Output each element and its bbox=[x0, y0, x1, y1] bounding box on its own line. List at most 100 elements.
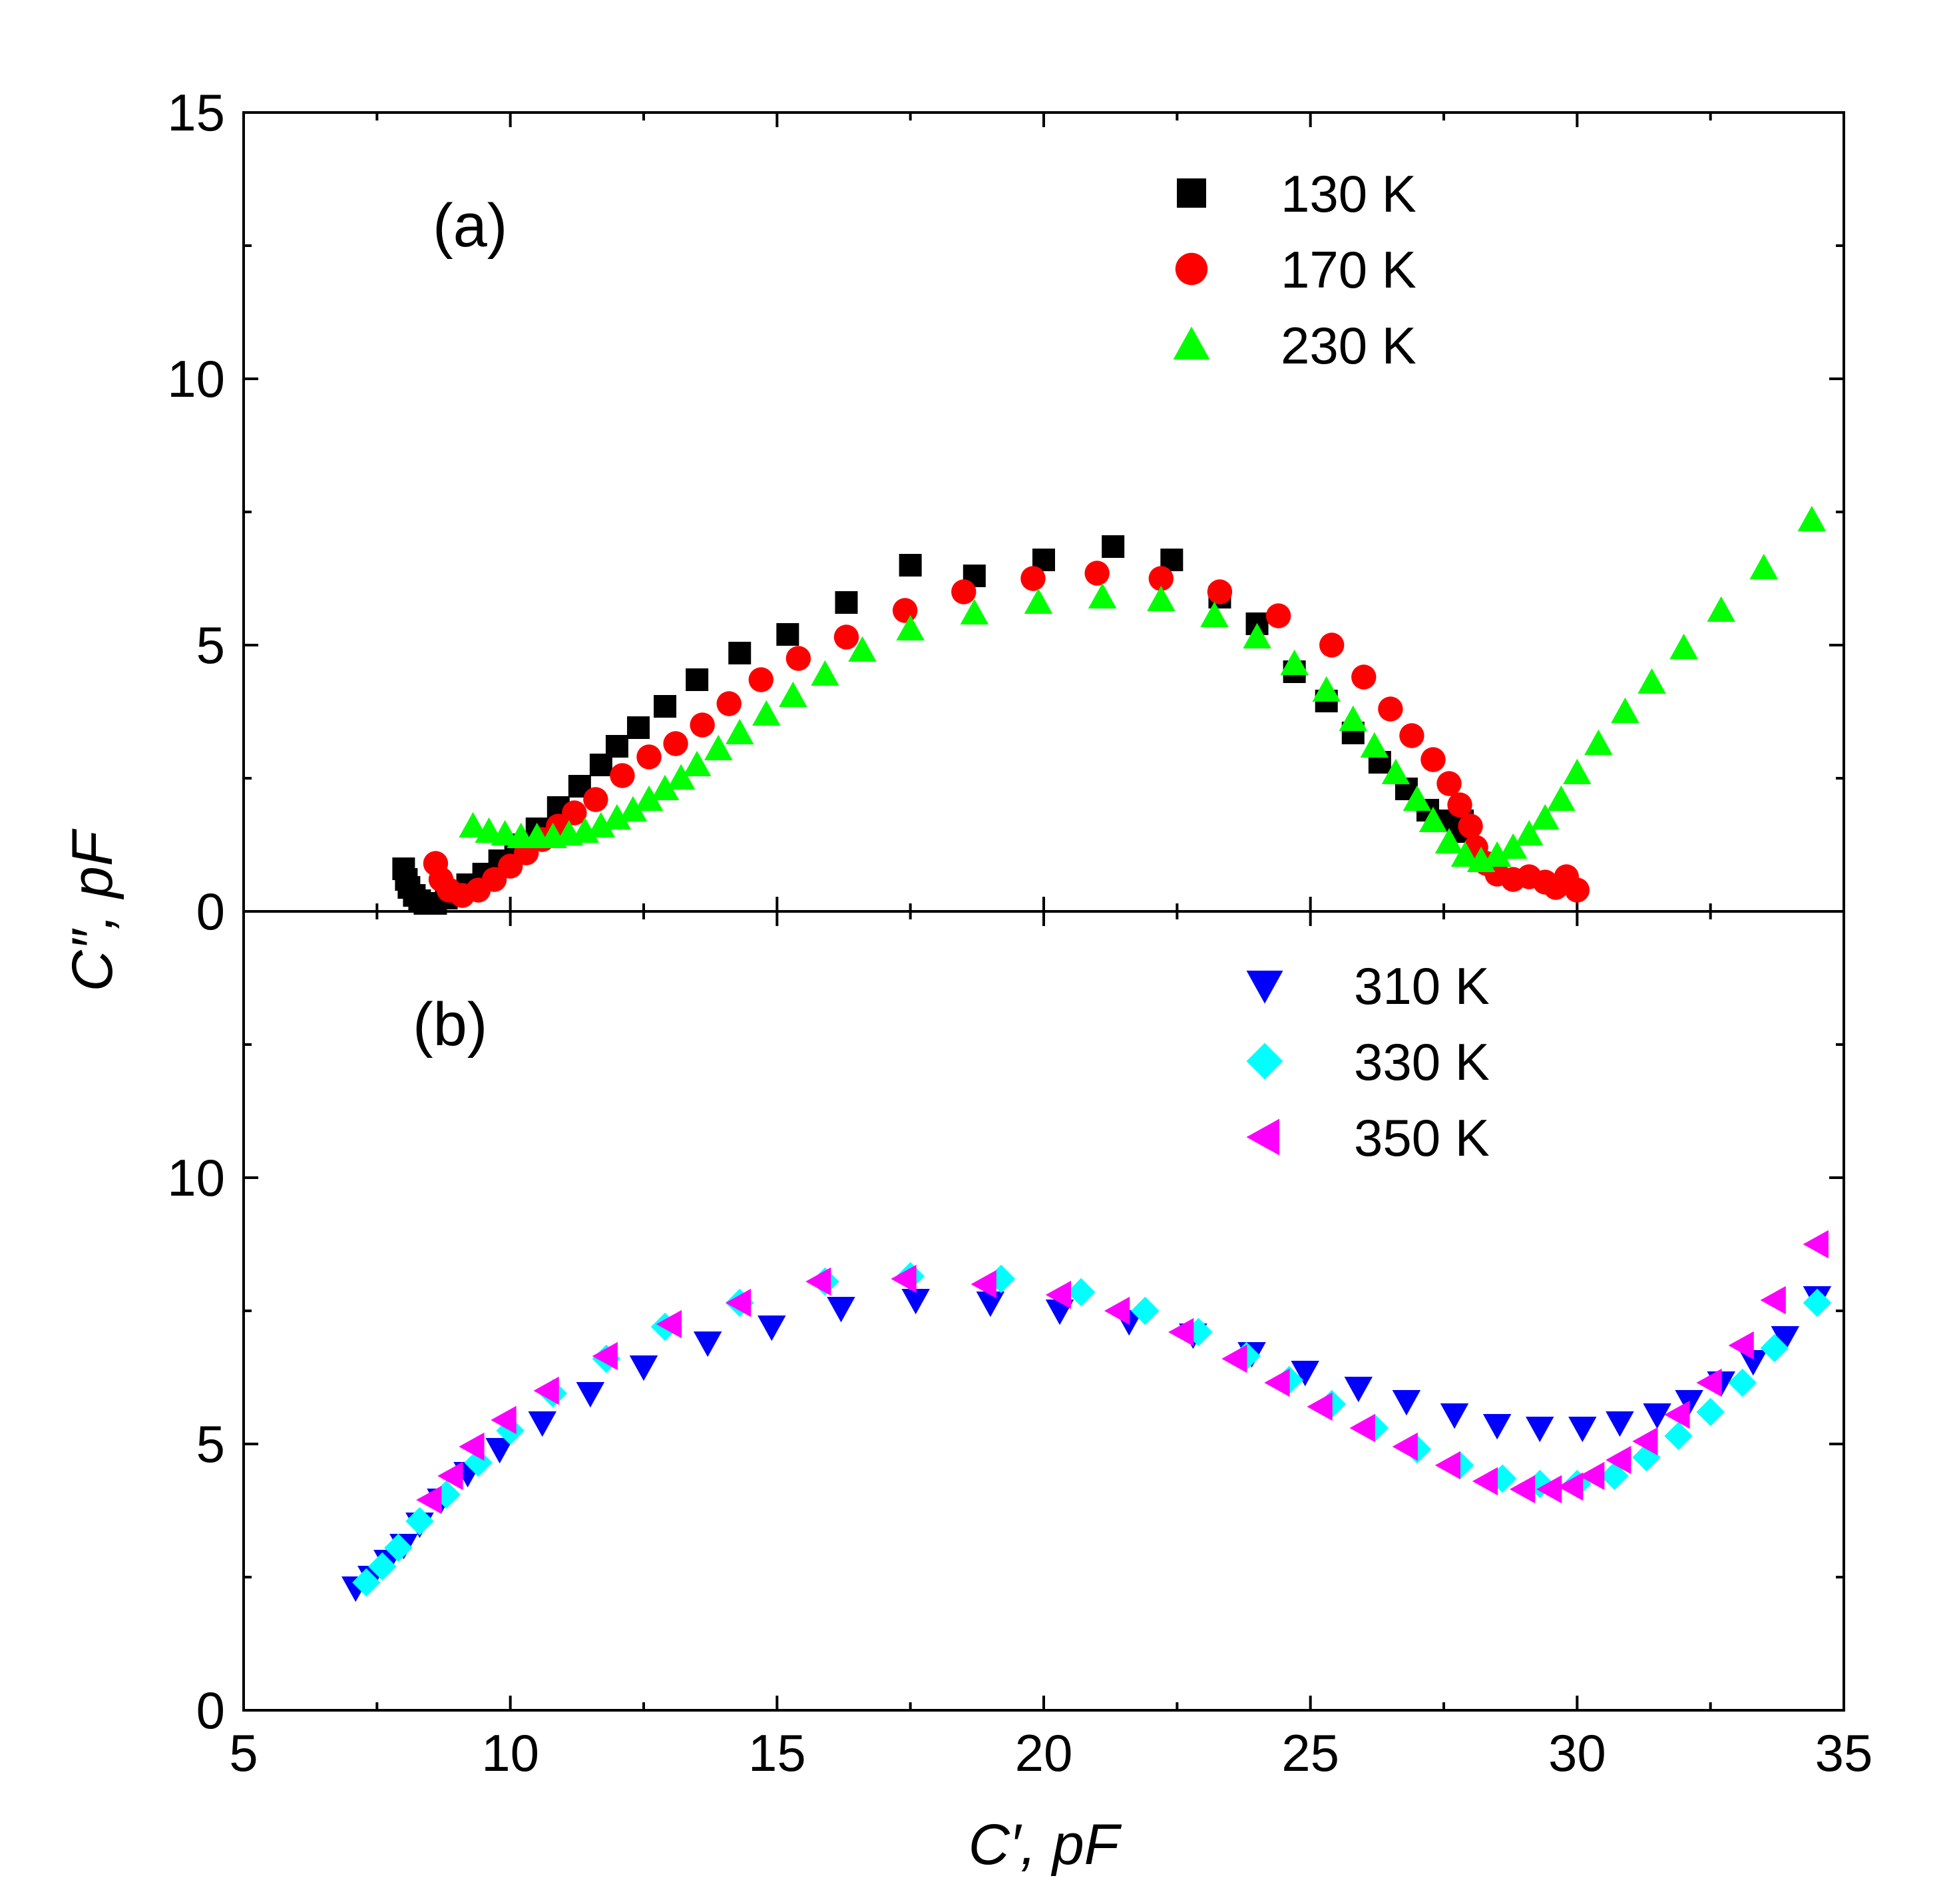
data-point bbox=[1243, 622, 1271, 648]
data-point bbox=[752, 700, 781, 726]
data-point bbox=[1558, 1472, 1584, 1501]
data-point bbox=[827, 1297, 855, 1323]
data-point bbox=[1148, 566, 1174, 591]
data-point bbox=[1632, 1427, 1658, 1456]
data-point bbox=[1803, 1230, 1829, 1259]
data-point bbox=[1392, 1432, 1418, 1461]
data-point bbox=[1739, 1350, 1768, 1376]
data-point bbox=[1728, 1331, 1754, 1360]
data-point bbox=[1291, 1361, 1319, 1387]
data-point bbox=[1344, 1377, 1373, 1403]
data-point bbox=[1568, 1417, 1597, 1443]
data-point bbox=[1131, 1296, 1160, 1325]
data-point bbox=[1579, 1461, 1605, 1491]
data-point bbox=[960, 598, 989, 624]
data-point bbox=[1728, 1368, 1757, 1397]
data-point bbox=[1200, 601, 1229, 627]
data-point bbox=[1472, 1467, 1498, 1496]
data-point bbox=[663, 731, 688, 756]
series-350-k bbox=[416, 1230, 1829, 1515]
x-tick-label: 25 bbox=[1281, 1724, 1339, 1782]
panel-b-legend: 310 K 330 K 350 K bbox=[1246, 957, 1490, 1167]
data-point bbox=[1584, 729, 1613, 755]
data-point bbox=[686, 668, 709, 691]
data-point bbox=[629, 1355, 658, 1381]
legend-marker bbox=[1246, 1118, 1279, 1156]
data-point bbox=[618, 796, 648, 822]
data-point bbox=[464, 1448, 493, 1477]
data-point bbox=[1024, 588, 1053, 614]
data-point bbox=[779, 681, 807, 707]
legend-marker bbox=[1246, 971, 1283, 1004]
data-point bbox=[592, 1341, 618, 1371]
data-point bbox=[848, 636, 877, 662]
data-point bbox=[528, 1411, 556, 1437]
data-point bbox=[716, 691, 742, 716]
data-point bbox=[1264, 1368, 1290, 1397]
legend-label: 130 K bbox=[1281, 164, 1416, 223]
panel-b: 0 5 10 (b) 310 K 330 K 350 K bbox=[167, 910, 1845, 1740]
data-point bbox=[1312, 676, 1341, 702]
legend-marker bbox=[1177, 178, 1206, 208]
panel-b-points bbox=[341, 1230, 1832, 1602]
data-point bbox=[1104, 1296, 1130, 1325]
data-point bbox=[650, 774, 680, 800]
data-point bbox=[682, 750, 712, 776]
data-point bbox=[1378, 696, 1403, 722]
data-point bbox=[654, 695, 677, 718]
data-point bbox=[758, 1315, 786, 1341]
data-point bbox=[459, 812, 487, 837]
data-point bbox=[1482, 1414, 1512, 1440]
data-point bbox=[1611, 697, 1639, 723]
data-point bbox=[416, 1485, 442, 1515]
data-point bbox=[1696, 1368, 1722, 1397]
data-point bbox=[1707, 596, 1735, 622]
data-point bbox=[833, 624, 859, 650]
data-point bbox=[971, 1270, 996, 1299]
data-point bbox=[485, 1438, 514, 1464]
data-point bbox=[1360, 732, 1389, 758]
data-point bbox=[1563, 758, 1592, 784]
legend-label: 230 K bbox=[1281, 316, 1416, 375]
data-point bbox=[586, 812, 616, 837]
data-point bbox=[1482, 841, 1512, 867]
data-point bbox=[626, 716, 650, 739]
data-point bbox=[1514, 820, 1544, 845]
data-point bbox=[368, 1552, 397, 1581]
data-point bbox=[1020, 566, 1046, 591]
data-point bbox=[1536, 1475, 1562, 1504]
data-point bbox=[1418, 806, 1448, 832]
data-point bbox=[1797, 505, 1827, 531]
data-point bbox=[1147, 585, 1176, 611]
data-point bbox=[1381, 758, 1411, 784]
data-point bbox=[1066, 1278, 1096, 1307]
panel-a-legend: 130 K 170 K 230 K bbox=[1173, 164, 1416, 375]
data-point bbox=[1450, 841, 1480, 867]
data-point bbox=[1280, 649, 1309, 675]
data-point bbox=[1643, 1403, 1671, 1429]
data-point bbox=[666, 764, 696, 790]
panel-b-tag: (b) bbox=[413, 991, 487, 1059]
legend-marker bbox=[1173, 326, 1210, 359]
data-point bbox=[533, 1376, 559, 1405]
data-point bbox=[583, 787, 608, 812]
data-point bbox=[1771, 1326, 1800, 1352]
panel-a: 0 5 10 15 (a) 130 K 170 K 230 K bbox=[167, 83, 1845, 941]
x-tick-label: 5 bbox=[229, 1724, 258, 1782]
data-point bbox=[1088, 583, 1117, 608]
panel-b-ticks: 0 5 10 bbox=[167, 911, 1844, 1740]
data-point bbox=[491, 1405, 517, 1435]
data-point bbox=[1606, 1445, 1631, 1475]
data-point bbox=[1498, 833, 1528, 859]
data-point bbox=[636, 744, 662, 770]
data-point bbox=[835, 591, 858, 614]
data-point bbox=[602, 804, 632, 830]
data-point bbox=[1664, 1421, 1693, 1451]
data-point bbox=[1436, 771, 1462, 796]
y-tick-label: 15 bbox=[167, 83, 225, 142]
data-point bbox=[1339, 705, 1368, 731]
legend-label: 170 K bbox=[1281, 240, 1416, 299]
data-point bbox=[1669, 633, 1698, 659]
data-point bbox=[892, 598, 918, 623]
data-point bbox=[1600, 1461, 1629, 1491]
